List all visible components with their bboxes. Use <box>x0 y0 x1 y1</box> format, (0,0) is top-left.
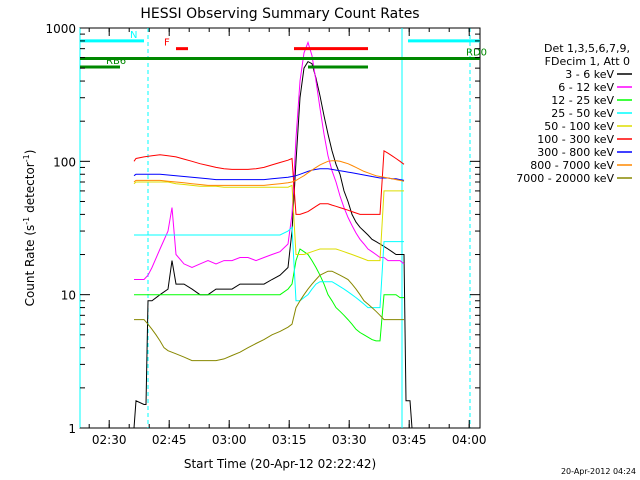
legend-label-4: 50 - 100 keV <box>544 120 614 133</box>
chart-title: HESSI Observing Summary Count Rates <box>140 6 419 22</box>
y-axis-title-mid: detector <box>23 162 37 217</box>
x-tick-label-3: 03:15 <box>272 433 307 447</box>
y-tick-label-0: 1 <box>68 422 76 436</box>
x-axis-title: Start Time (20-Apr-12 02:22:42) <box>184 457 376 471</box>
flag-label-2: F <box>164 38 170 49</box>
series-line-2 <box>134 248 404 342</box>
legend-label-2: 12 - 25 keV <box>551 94 614 107</box>
legend-label-7: 800 - 7000 keV <box>530 159 614 172</box>
x-tick-label-5: 03:45 <box>392 433 427 447</box>
series-line-4 <box>133 181 404 262</box>
y-axis-title-sup1: -1 <box>22 217 31 225</box>
y-axis-title: Count Rate (s-1 detector-1) <box>22 150 37 307</box>
flag-label-0: N <box>130 30 137 41</box>
series-line-1 <box>134 40 405 280</box>
legend: Det 1,3,5,6,7,9, FDecim 1, Att 0 3 - 6 k… <box>516 42 632 185</box>
y-axis-title-main: Count Rate (s <box>23 225 37 307</box>
series-layer <box>133 40 413 429</box>
x-tick-label-0: 02:30 <box>92 433 127 447</box>
x-tick-label-6: 04:00 <box>452 433 487 447</box>
legend-header-line-2: FDecim 1, Att 0 <box>545 55 630 68</box>
flag-bars-layer: N F RD0 RB6 <box>80 30 487 69</box>
series-line-6 <box>133 168 405 181</box>
y-tick-label-3: 1000 <box>45 22 76 36</box>
x-ticks-layer: 02:30 02:45 03:00 03:15 03:30 03:45 04:00 <box>88 28 487 447</box>
legend-label-1: 6 - 12 keV <box>558 81 614 94</box>
plot-frame <box>79 27 481 429</box>
x-tick-label-2: 03:00 <box>212 433 247 447</box>
legend-label-3: 25 - 50 keV <box>551 107 614 120</box>
series-line-5 <box>133 149 405 215</box>
flag-label-3: RD0 <box>466 48 487 59</box>
y-tick-label-2: 100 <box>53 155 76 169</box>
flag-label-4: RB6 <box>106 56 126 67</box>
series-line-0 <box>133 60 413 429</box>
vertical-lines-layer <box>79 28 471 428</box>
series-line-8 <box>134 270 404 362</box>
legend-header-line-1: Det 1,3,5,6,7,9, <box>544 42 630 55</box>
legend-label-5: 100 - 300 keV <box>537 133 614 146</box>
y-ticks-layer: 1 10 100 1000 <box>45 22 480 436</box>
timestamp: 20-Apr-2012 04:24 <box>561 467 636 476</box>
legend-label-6: 300 - 800 keV <box>537 146 614 159</box>
y-axis-title-end: ) <box>23 150 37 155</box>
legend-label-0: 3 - 6 keV <box>565 68 614 81</box>
x-tick-label-4: 03:30 <box>332 433 367 447</box>
legend-label-8: 7000 - 20000 keV <box>516 172 614 185</box>
x-tick-label-1: 02:45 <box>152 433 187 447</box>
y-axis-title-sup2: -1 <box>22 154 31 162</box>
y-tick-label-1: 10 <box>61 289 76 303</box>
series-line-7 <box>133 160 405 186</box>
